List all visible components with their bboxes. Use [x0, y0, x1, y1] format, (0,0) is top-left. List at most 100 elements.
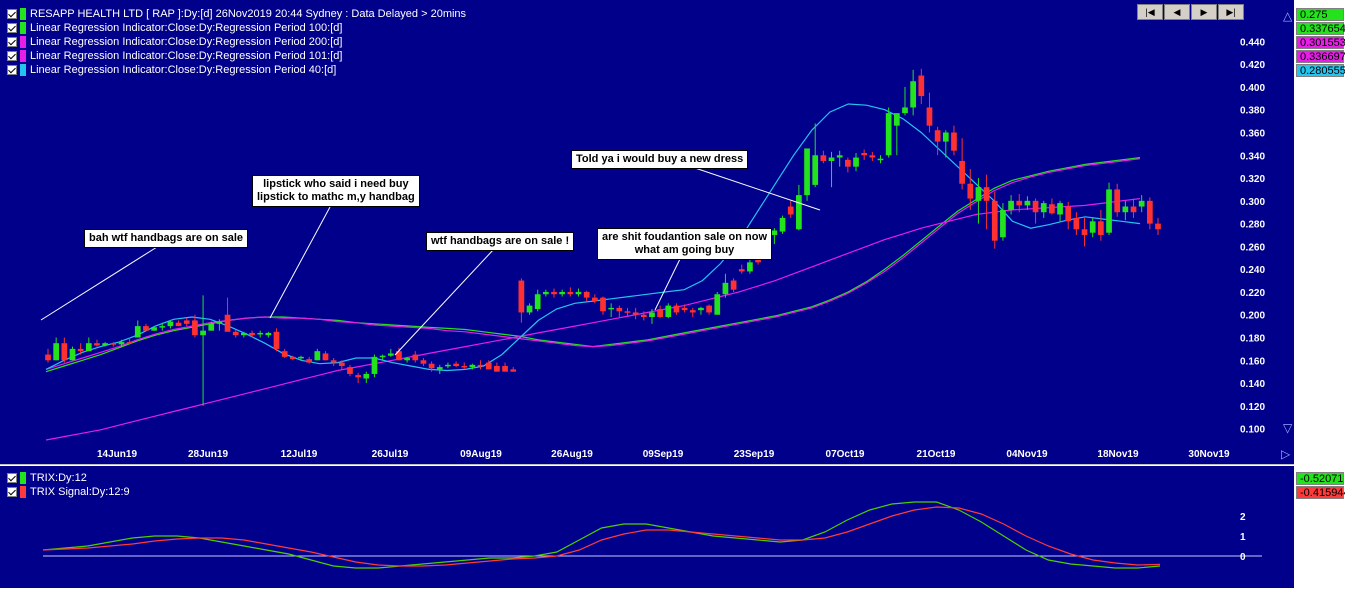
legend-checkbox[interactable]: [7, 23, 17, 33]
candle-body: [453, 363, 459, 366]
trix-signal-value-box: -0.415944: [1296, 486, 1345, 499]
candle-body: [559, 291, 566, 295]
candle-body: [747, 262, 753, 272]
y-tick-label: 0.300: [1240, 197, 1265, 208]
x-tick-label: 21Oct19: [917, 449, 956, 460]
legend-lr200[interactable]: Linear Regression Indicator:Close:Dy:Reg…: [7, 35, 342, 49]
annotation-pointer: [394, 248, 495, 356]
candle-body: [289, 356, 296, 360]
trix-line: [42, 506, 1161, 567]
candle-body: [477, 364, 484, 367]
legend-checkbox[interactable]: [7, 65, 17, 75]
legend-price[interactable]: RESAPP HEALTH LTD [ RAP ]:Dy:[d] 26Nov20…: [7, 7, 466, 21]
candle-body: [102, 343, 108, 346]
x-tick-label: 30Nov19: [1188, 449, 1230, 460]
candle-body: [698, 307, 704, 311]
candle-body: [649, 312, 655, 317]
candle-body: [902, 107, 908, 114]
x-tick-label: 23Sep19: [734, 449, 775, 460]
legend-lr40[interactable]: Linear Regression Indicator:Close:Dy:Reg…: [7, 63, 336, 77]
candle-body: [126, 342, 133, 344]
candle-body: [869, 155, 876, 158]
legend-checkbox[interactable]: [7, 51, 17, 61]
candle-body: [771, 230, 778, 235]
candle-body: [820, 155, 827, 161]
candle-body: [257, 332, 264, 335]
y-tick-label: 0.400: [1240, 83, 1265, 94]
lr100-value-box: 0.337654: [1296, 22, 1345, 35]
candle-body: [1024, 200, 1031, 206]
annotation-note: are shit foudantion sale on now what am …: [597, 228, 773, 260]
candle-body: [796, 195, 802, 230]
x-tick-label: 18Nov19: [1097, 449, 1139, 460]
y-tick-label: 0.200: [1240, 311, 1265, 322]
legend-trix-signal[interactable]: TRIX Signal:Dy:12:9: [7, 485, 130, 499]
lr40-value-box: 0.280555: [1296, 64, 1345, 77]
annotation-note: lipstick who said i need buy lipstick to…: [252, 175, 420, 207]
candle-body: [338, 362, 345, 366]
nav-next-button[interactable]: ▶: [1191, 4, 1217, 20]
legend-checkbox[interactable]: [7, 473, 17, 483]
trix-value-box: -0.52071: [1296, 472, 1344, 485]
candle-body: [624, 311, 631, 313]
candle-body: [804, 148, 810, 196]
candle-body: [118, 342, 125, 345]
x-tick-label: 28Jun19: [188, 449, 228, 460]
x-tick-label: 26Aug19: [551, 449, 593, 460]
y-tick-label: 0.440: [1240, 37, 1265, 48]
x-tick-label: 09Aug19: [460, 449, 502, 460]
candle-body: [387, 353, 394, 356]
candle-body: [208, 323, 215, 331]
candle-body: [502, 365, 508, 372]
candle-body: [665, 305, 672, 317]
y-tick-label: 0.180: [1240, 334, 1265, 345]
lr200-value-box: 0.301553: [1296, 36, 1345, 49]
x-tick-label: 04Nov19: [1006, 449, 1048, 460]
candle-body: [885, 113, 892, 156]
legend-lr101[interactable]: Linear Regression Indicator:Close:Dy:Reg…: [7, 49, 342, 63]
candle-body: [861, 153, 868, 156]
candle-body: [951, 132, 957, 151]
candle-body: [436, 367, 443, 370]
nav-last-button[interactable]: ▶|: [1218, 4, 1244, 20]
y-tick-label: 0.420: [1240, 60, 1265, 71]
candle-body: [1155, 223, 1161, 230]
candle-body: [812, 155, 819, 185]
price-chart-pane[interactable]: 0.100 0.120 0.140 0.160 0.180 0.200 0.220 0.240…: [0, 0, 1294, 465]
trix-chart-svg: 0 1 2: [42, 501, 1262, 569]
legend-label: Linear Regression Indicator:Close:Dy:Reg…: [30, 50, 343, 62]
legend-checkbox[interactable]: [7, 487, 17, 497]
candle-body: [1114, 189, 1121, 213]
candle-body: [787, 206, 794, 215]
candle-body: [738, 269, 745, 272]
y-tick-label: 0.120: [1240, 402, 1265, 413]
candle-body: [281, 351, 288, 357]
candle-body: [689, 310, 696, 313]
candle-body: [640, 314, 647, 317]
candle-body: [494, 365, 500, 372]
candle-body: [755, 257, 761, 263]
candle-body: [967, 183, 974, 199]
candle-body: [583, 291, 590, 298]
candle-body: [1098, 221, 1104, 235]
indicator-line: [45, 198, 1141, 441]
candle-body: [1032, 200, 1039, 213]
legend-checkbox[interactable]: [7, 37, 17, 47]
y-tick-label: 0.260: [1240, 242, 1265, 253]
legend-lr100[interactable]: Linear Regression Indicator:Close:Dy:Reg…: [7, 21, 342, 35]
candle-body: [567, 291, 574, 295]
trix-line: [42, 501, 1161, 569]
legend-swatch: [20, 486, 26, 498]
candle-body: [893, 113, 900, 126]
candle-body: [1122, 206, 1129, 213]
candle-body: [159, 326, 166, 328]
candle-body: [143, 326, 149, 331]
legend-checkbox[interactable]: [7, 9, 17, 19]
candle-body: [1065, 206, 1072, 222]
nav-prev-button[interactable]: ◀: [1164, 4, 1190, 20]
nav-first-button[interactable]: |◀: [1137, 4, 1163, 20]
legend-trix[interactable]: TRIX:Dy:12: [7, 471, 87, 485]
candle-body: [347, 367, 353, 374]
trix-chart-pane[interactable]: 0 1 2 TRIX:Dy:12 TRIX Signal:Dy:12:9: [0, 466, 1294, 588]
legend-label: Linear Regression Indicator:Close:Dy:Reg…: [30, 22, 343, 34]
